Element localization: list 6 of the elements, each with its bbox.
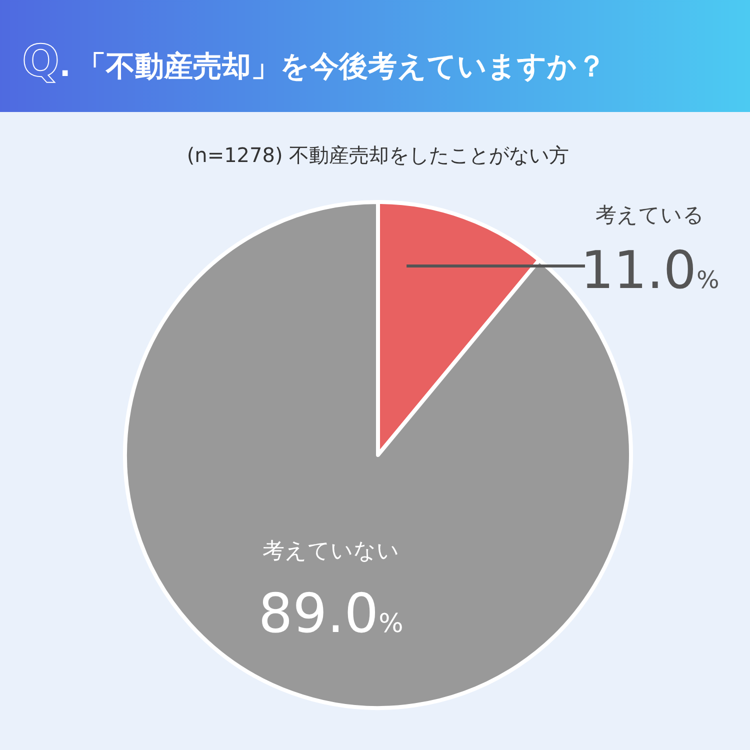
slice-label: 考えていない: [262, 538, 400, 564]
data-label: 89.0%: [258, 582, 404, 645]
slice-label: 考えている: [596, 203, 704, 227]
data-label: 11.0%: [580, 241, 720, 301]
chart-subtitle: (n=1278) 不動産売却をしたことがない方: [186, 143, 570, 167]
chart-title: Q.「不動産売却」を今後考えていますか？: [22, 36, 606, 87]
